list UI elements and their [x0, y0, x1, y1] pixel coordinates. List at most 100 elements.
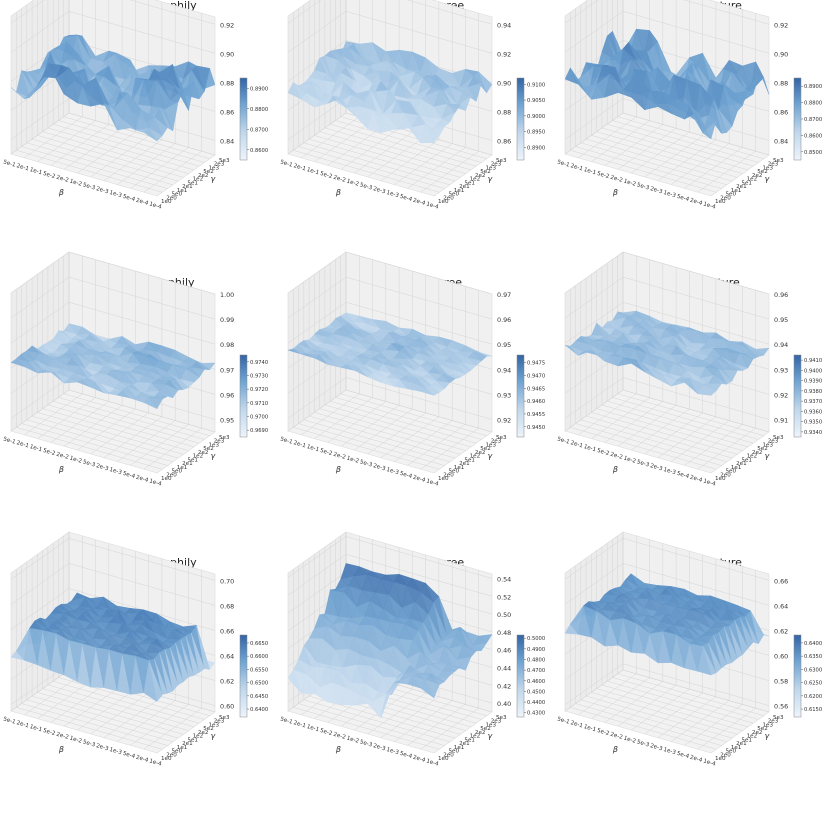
y-axis-label: γ: [765, 731, 771, 740]
colorbar-tick-label: 0.8900: [527, 145, 545, 151]
colorbar-tick-label: 0.8500: [804, 150, 822, 156]
z-tick-label: 0.60: [220, 703, 234, 711]
x-tick-label: 1e-1: [306, 444, 320, 453]
z-tick-label: 0.42: [497, 682, 511, 690]
x-tick-label: 2e-2: [333, 175, 347, 184]
colorbar-tick-label: 0.9370: [804, 399, 822, 405]
colorbar-tick-label: 0.9455: [527, 412, 545, 418]
x-tick-label: 1e-3: [663, 467, 677, 476]
chart-panel: ACM - By Degree5e-12e-11e-15e-22e-21e-25…: [277, 277, 554, 541]
colorbar-tick-label: 0.9100: [527, 82, 545, 88]
x-tick-label: 2e-2: [56, 452, 70, 461]
z-tick-label: 0.99: [220, 316, 234, 324]
x-tick-label: 2e-1: [570, 163, 584, 172]
z-tick-label: 0.90: [497, 79, 511, 87]
x-tick-label: 2e-1: [293, 163, 307, 172]
x-axis-label: β: [612, 188, 618, 197]
x-axis-label: β: [58, 188, 64, 197]
z-tick-label: 0.88: [220, 79, 234, 87]
x-tick-label: 2e-2: [56, 175, 70, 184]
x-tick-label: 1e-2: [69, 179, 83, 188]
colorbar: [240, 78, 247, 160]
z-tick-label: 0.56: [774, 703, 788, 711]
x-tick-label: 5e-1: [2, 159, 16, 168]
colorbar-tick-label: 0.9465: [527, 386, 545, 392]
colorbar-tick-label: 0.6150: [804, 707, 822, 713]
colorbar-tick-label: 0.6500: [250, 681, 268, 687]
x-tick-label: 1e-3: [109, 467, 123, 476]
x-tick-label: 1e-1: [583, 724, 597, 733]
colorbar-tick-label: 0.5000: [527, 636, 545, 642]
y-axis-label: γ: [765, 174, 771, 183]
colorbar-tick-label: 0.6650: [250, 641, 268, 647]
z-tick-label: 0.84: [220, 138, 234, 146]
x-tick-label: 5e-3: [359, 739, 373, 748]
chart-panel: IMDB - By Degree5e-12e-11e-15e-22e-21e-2…: [277, 557, 554, 821]
colorbar-tick-label: 0.4700: [527, 668, 545, 674]
x-tick-label: 1e-2: [346, 179, 360, 188]
x-tick-label: 5e-3: [636, 459, 650, 468]
x-tick-label: 5e-2: [596, 171, 610, 180]
chart-panel: IMDB - By Homophily5e-12e-11e-15e-22e-21…: [0, 557, 277, 821]
x-tick-label: 1e-3: [386, 747, 400, 756]
x-tick-label: 1e-1: [29, 444, 43, 453]
x-tick-label: 5e-4: [676, 751, 690, 760]
x-tick-label: 5e-4: [399, 194, 413, 203]
colorbar-tick-label: 0.4400: [527, 700, 545, 706]
x-tick-label: 2e-1: [293, 440, 307, 449]
y-axis-label: γ: [488, 174, 494, 183]
chart-panel: IMDB - By Feature5e-12e-11e-15e-22e-21e-…: [554, 557, 830, 821]
x-tick-label: 5e-2: [596, 728, 610, 737]
x-tick-label: 2e-3: [649, 743, 663, 752]
z-tick-label: 0.90: [220, 50, 234, 58]
colorbar-tick-label: 0.4800: [527, 658, 545, 664]
colorbar: [517, 78, 524, 160]
colorbar-tick-label: 0.9000: [527, 114, 545, 120]
x-tick-label: 5e-2: [42, 728, 56, 737]
z-tick-label: 0.94: [497, 366, 511, 374]
colorbar: [240, 355, 247, 437]
colorbar-tick-label: 0.9720: [250, 387, 268, 393]
z-tick-label: 0.86: [774, 108, 788, 116]
z-tick-label: 0.70: [220, 577, 234, 585]
colorbar-tick-label: 0.8600: [804, 133, 822, 139]
z-tick-label: 0.44: [497, 665, 511, 673]
colorbar-tick-label: 0.4500: [527, 689, 545, 695]
z-tick-label: 0.96: [774, 291, 788, 299]
y-tick-label: 5e3: [219, 715, 230, 721]
chart-panel: ACM - By Homophily5e-12e-11e-15e-22e-21e…: [0, 277, 277, 541]
z-tick-label: 0.86: [220, 108, 234, 116]
z-tick-label: 0.86: [497, 138, 511, 146]
chart-panel: DBLP - By Degree5e-12e-11e-15e-22e-21e-2…: [277, 0, 554, 264]
x-tick-label: 2e-1: [293, 720, 307, 729]
x-tick-label: 2e-4: [135, 198, 149, 207]
x-tick-label: 2e-1: [570, 720, 584, 729]
colorbar: [794, 78, 801, 160]
z-tick-label: 0.58: [774, 678, 788, 686]
z-tick-label: 0.94: [497, 21, 511, 29]
z-tick-label: 0.96: [497, 316, 511, 324]
x-tick-label: 5e-3: [359, 182, 373, 191]
x-tick-label: 5e-1: [556, 436, 570, 445]
x-axis-label: β: [612, 745, 618, 754]
colorbar-tick-label: 0.9400: [804, 368, 822, 374]
x-tick-label: 1e-2: [623, 179, 637, 188]
colorbar-tick-label: 0.9470: [527, 374, 545, 380]
z-tick-label: 0.97: [220, 366, 234, 374]
colorbar-tick-label: 0.4900: [527, 647, 545, 653]
x-tick-label: 2e-3: [372, 463, 386, 472]
z-tick-label: 0.92: [774, 391, 788, 399]
colorbar-tick-label: 0.8800: [804, 101, 822, 107]
x-tick-label: 2e-3: [95, 743, 109, 752]
x-tick-label: 2e-4: [689, 198, 703, 207]
colorbar-tick-label: 0.8800: [250, 107, 268, 113]
x-tick-label: 5e-1: [279, 159, 293, 168]
z-tick-label: 0.62: [774, 628, 788, 636]
colorbar-tick-label: 0.9450: [527, 425, 545, 431]
x-tick-label: 5e-1: [2, 716, 16, 725]
x-tick-label: 5e-2: [319, 448, 333, 457]
